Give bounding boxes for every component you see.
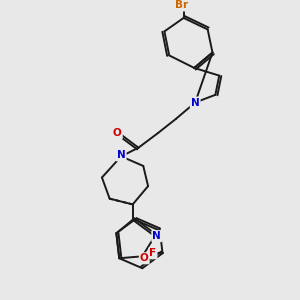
Text: N: N (191, 98, 200, 107)
Text: Br: Br (175, 0, 188, 11)
Text: N: N (117, 150, 125, 161)
Text: F: F (149, 248, 157, 258)
Text: O: O (140, 253, 148, 263)
Text: O: O (113, 128, 122, 138)
Text: N: N (152, 231, 161, 241)
